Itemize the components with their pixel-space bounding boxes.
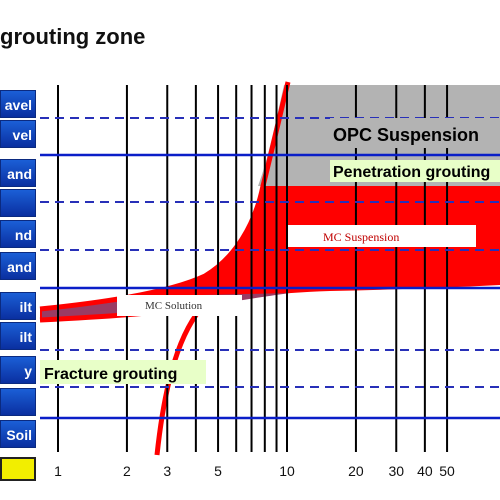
x-tick-label-30: 30 — [388, 463, 404, 479]
legend-yellow-box — [0, 457, 36, 481]
fracture-grouting-label: Fracture grouting — [44, 366, 177, 383]
soil-label-6[interactable]: ilt — [0, 292, 36, 320]
x-tick-label-2: 2 — [123, 463, 131, 479]
soil-label-1[interactable]: vel — [0, 120, 36, 148]
soil-label-7[interactable]: ilt — [0, 322, 36, 350]
soil-label-8[interactable]: y — [0, 356, 36, 384]
soil-label-0[interactable]: avel — [0, 90, 36, 118]
solid-horizontal-lines — [40, 153, 500, 420]
soil-label-10[interactable]: Soil — [0, 420, 36, 448]
opc-suspension-label: OPC Suspension — [333, 125, 479, 145]
soil-label-5[interactable]: and — [0, 252, 36, 280]
dashed-horizontal-lines — [40, 117, 500, 388]
x-tick-label-10: 10 — [279, 463, 295, 479]
mc-solution-label-bg — [117, 295, 242, 316]
x-tick-label-1: 1 — [54, 463, 62, 479]
grouting-zone-chart: OPC Suspension Penetration grouting MC S… — [39, 81, 500, 479]
penetration-grouting-label-bg — [330, 160, 500, 182]
mc-solution-label: MC Solution — [145, 300, 203, 312]
x-tick-label-3: 3 — [163, 463, 171, 479]
mc-suspension-label: MC Suspension — [323, 230, 399, 244]
x-tick-label-5: 5 — [214, 463, 222, 479]
mc-suspension-label-bg — [288, 225, 476, 247]
soil-label-3[interactable] — [0, 189, 36, 217]
soil-label-9[interactable] — [0, 388, 36, 416]
penetration-grouting-label: Penetration grouting — [333, 164, 490, 181]
x-tick-labels: 1 2 3 5 10 20 30 40 50 — [54, 463, 455, 479]
opc-suspension-label-bg — [330, 118, 500, 148]
soil-label-4[interactable]: nd — [0, 220, 36, 248]
fracture-grouting-label-bg — [40, 360, 206, 384]
page-title: grouting zone — [0, 24, 146, 49]
x-tick-label-20: 20 — [348, 463, 364, 479]
soil-label-2[interactable]: and — [0, 159, 36, 187]
x-tick-label-40: 40 — [417, 463, 433, 479]
x-tick-label-50: 50 — [439, 463, 455, 479]
